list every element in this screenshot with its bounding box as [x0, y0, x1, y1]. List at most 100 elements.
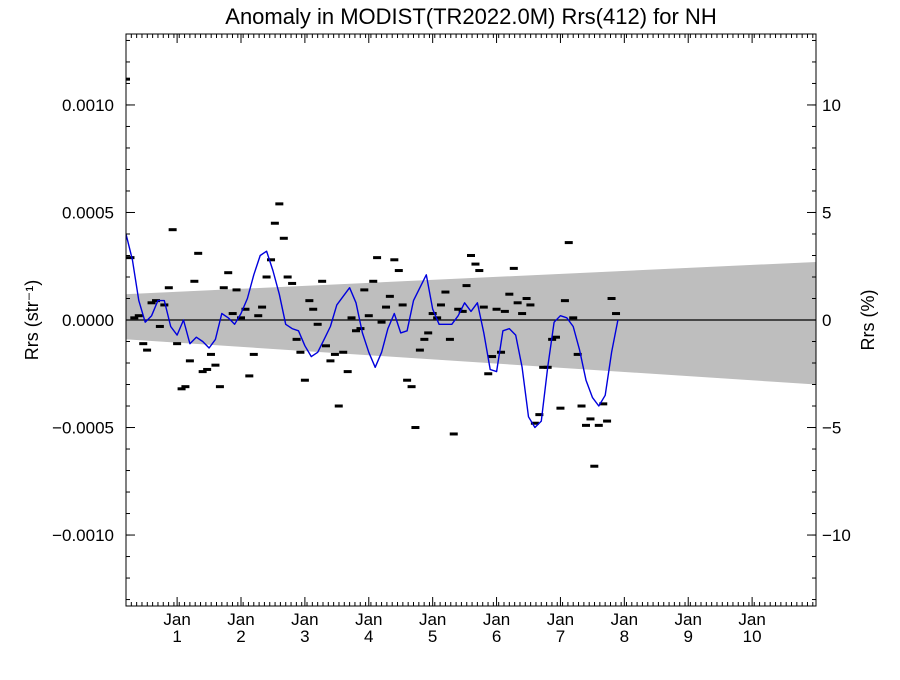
- data-point-63: [390, 258, 399, 262]
- data-point-40: [292, 337, 301, 341]
- data-point-75: [441, 290, 450, 294]
- left-tick-label-2: 0.0000: [62, 311, 114, 330]
- data-point-81: [467, 253, 475, 257]
- x-tick-year-1: 2: [236, 627, 245, 646]
- data-point-8: [155, 324, 164, 328]
- x-tick-year-9: 10: [743, 627, 762, 646]
- x-tick-year-0: 1: [172, 627, 181, 646]
- data-point-46: [318, 279, 327, 283]
- data-point-106: [573, 352, 582, 356]
- data-point-66: [403, 378, 412, 382]
- data-point-90: [505, 292, 514, 296]
- data-point-6: [147, 301, 156, 305]
- data-point-33: [262, 275, 271, 279]
- x-tick-year-5: 6: [492, 627, 501, 646]
- data-point-55: [356, 327, 365, 331]
- x-tick-month-9: Jan: [738, 610, 765, 629]
- data-point-50: [334, 404, 343, 408]
- x-tick-month-2: Jan: [291, 610, 318, 629]
- data-point-2: [130, 316, 139, 320]
- data-point-62: [385, 294, 394, 298]
- data-point-37: [279, 236, 288, 240]
- data-point-24: [224, 271, 233, 275]
- data-point-97: [535, 413, 544, 417]
- right-tick-label-1: 5: [822, 203, 831, 222]
- data-point-20: [206, 352, 215, 356]
- left-tick-label-0: 0.0010: [62, 96, 114, 115]
- x-tick-month-7: Jan: [611, 610, 638, 629]
- x-tick-month-6: Jan: [547, 610, 574, 629]
- data-point-112: [599, 402, 608, 406]
- data-point-32: [258, 305, 267, 309]
- data-point-96: [530, 421, 539, 425]
- data-point-28: [241, 307, 250, 311]
- data-point-59: [373, 256, 382, 260]
- x-tick-month-3: Jan: [355, 610, 382, 629]
- data-point-45: [313, 322, 322, 326]
- left-tick-label-1: 0.0005: [62, 203, 114, 222]
- data-point-57: [364, 314, 373, 318]
- data-point-53: [347, 316, 356, 320]
- data-point-27: [237, 316, 245, 320]
- data-point-76: [445, 337, 454, 341]
- data-point-71: [424, 331, 433, 335]
- data-point-58: [369, 279, 378, 283]
- data-point-12: [173, 342, 182, 346]
- data-point-114: [607, 296, 616, 300]
- data-point-52: [343, 370, 352, 374]
- data-point-19: [203, 367, 212, 371]
- data-point-93: [518, 312, 527, 316]
- data-point-16: [190, 279, 199, 283]
- data-point-18: [198, 370, 207, 374]
- data-point-21: [211, 363, 220, 367]
- data-point-56: [360, 288, 369, 292]
- data-point-95: [526, 303, 535, 307]
- x-tick-year-6: 7: [556, 627, 565, 646]
- data-point-70: [420, 337, 429, 341]
- data-point-9: [160, 303, 169, 307]
- data-point-103: [560, 299, 569, 303]
- data-point-10: [164, 286, 173, 290]
- data-point-41: [296, 350, 305, 354]
- data-point-36: [275, 202, 284, 206]
- left-tick-label-3: −0.0005: [52, 419, 114, 438]
- left-tick-label-4: −0.0010: [52, 526, 114, 545]
- data-point-104: [564, 241, 573, 245]
- data-point-38: [283, 275, 292, 279]
- data-point-102: [556, 406, 565, 410]
- data-point-48: [326, 359, 335, 363]
- monthly-anomaly-points: [126, 77, 621, 468]
- data-point-77: [449, 432, 458, 436]
- data-point-34: [267, 258, 276, 262]
- data-point-110: [590, 464, 599, 468]
- data-point-72: [428, 312, 437, 316]
- data-point-51: [339, 350, 348, 354]
- data-point-60: [377, 320, 386, 324]
- data-point-47: [321, 344, 330, 348]
- data-point-111: [594, 423, 603, 427]
- data-point-82: [471, 262, 480, 266]
- data-point-17: [194, 251, 203, 255]
- data-point-74: [436, 303, 445, 307]
- data-point-69: [415, 348, 424, 352]
- data-point-107: [577, 404, 586, 408]
- data-point-31: [254, 314, 263, 318]
- data-point-29: [245, 374, 254, 378]
- data-point-101: [551, 335, 560, 339]
- smoothed-anomaly-line: [126, 233, 619, 429]
- data-point-5: [143, 348, 152, 352]
- data-point-65: [398, 303, 407, 307]
- x-tick-year-7: 8: [620, 627, 629, 646]
- data-point-80: [462, 284, 471, 288]
- data-point-89: [500, 309, 509, 313]
- x-tick-year-3: 4: [364, 627, 373, 646]
- data-point-88: [497, 350, 506, 354]
- data-point-115: [612, 312, 621, 316]
- data-point-44: [309, 307, 318, 311]
- x-tick-month-4: Jan: [419, 610, 446, 629]
- right-tick-label-4: −10: [822, 526, 851, 545]
- data-point-78: [454, 307, 463, 311]
- right-tick-label-0: 10: [822, 96, 841, 115]
